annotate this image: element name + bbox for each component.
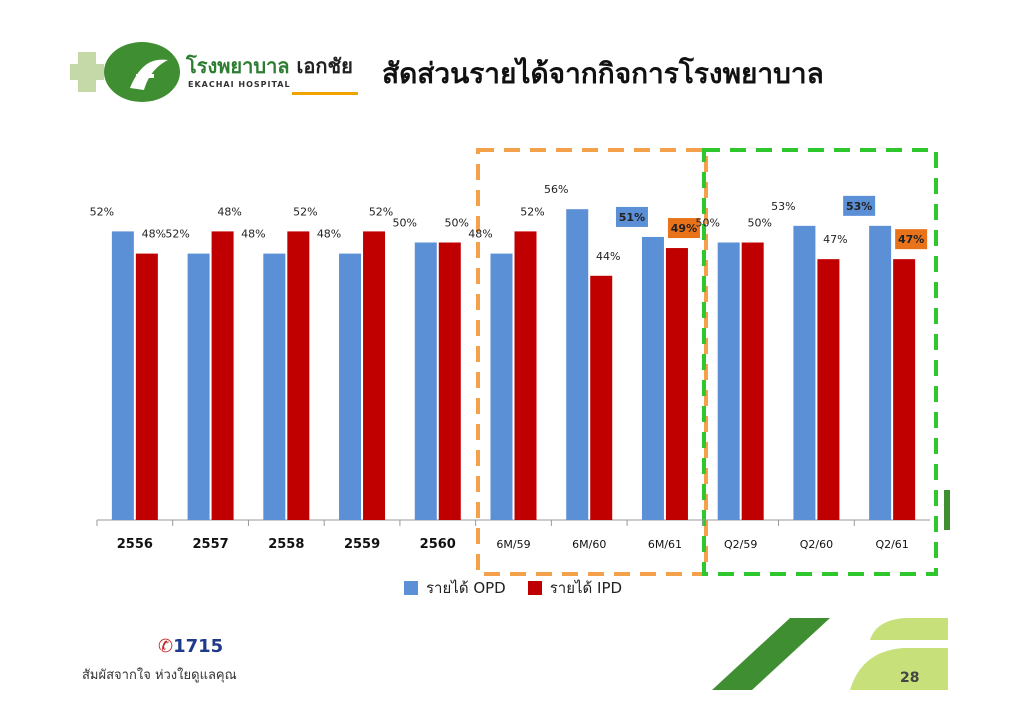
legend-label-opd: รายได้ OPD [426, 579, 506, 597]
bar-ipd [363, 231, 386, 520]
legend-swatch-opd [404, 581, 418, 595]
logo-english-text: EKACHAI HOSPITAL [188, 80, 291, 89]
x-tick-label: 6M/61 [648, 538, 682, 551]
data-label: 48% [241, 228, 265, 241]
bar-opd [641, 236, 664, 520]
bar-ipd [438, 242, 461, 520]
bar-ipd [211, 231, 234, 520]
bar-ipd [893, 259, 916, 520]
logo-mark-icon [70, 42, 180, 102]
data-label: 50% [445, 217, 469, 230]
x-tick-label: 2556 [117, 537, 153, 552]
data-label: 49% [671, 222, 697, 235]
bar-ipd [287, 231, 310, 520]
bar-opd [566, 209, 589, 520]
bar-opd [414, 242, 437, 520]
bar-opd [339, 253, 362, 520]
x-tick-label: Q2/61 [875, 538, 908, 551]
legend-item-ipd: รายได้ IPD [527, 576, 623, 600]
bar-opd [187, 253, 210, 520]
data-labels: 52%48% 52%48%48%52%48%52%50% 50%48%52%56%4… [90, 183, 928, 263]
logo-underline [292, 92, 358, 95]
highlight-boxes [476, 148, 938, 576]
bar-ipd [665, 248, 688, 521]
bar-opd [869, 225, 892, 520]
data-label: 48% [142, 228, 166, 241]
bar-opd [111, 231, 134, 520]
data-label: 56% [544, 183, 568, 196]
decor-lime-shape [850, 648, 948, 690]
bar-opd [490, 253, 513, 520]
hotline-brand: ✆1715 [158, 636, 224, 657]
chart-legend: รายได้ OPD รายได้ IPD [404, 576, 622, 600]
decor-green-shape [712, 618, 830, 690]
data-label: 50% [695, 217, 719, 230]
x-tick-label: 2558 [268, 537, 304, 552]
legend-swatch-ipd [527, 581, 542, 595]
bar-opd [793, 225, 816, 520]
x-tick-label: 2559 [344, 537, 380, 552]
data-label-highlight-bg [895, 229, 928, 250]
data-label: 52% [90, 205, 114, 218]
data-label: 48% [317, 228, 341, 241]
data-label: 52% [369, 205, 393, 218]
x-tick-label: 2557 [192, 537, 228, 552]
x-tick-label: 2560 [420, 537, 456, 552]
orange-highlight-box [476, 148, 708, 576]
tick-labels: 2556 2557 2558 2559 2560 6M/59 6M/60 6M/61 Q2/59… [96, 520, 909, 552]
hospital-logo: โรงพยาบาล เอกชัย EKACHAI HOSPITAL [70, 36, 370, 106]
x-tick-label: Q2/60 [800, 538, 833, 551]
data-label-highlight-bg [615, 206, 648, 227]
x-tick-label: 6M/59 [496, 538, 530, 551]
page-title: สัดส่วนรายได้จากกิจการโรงพยาบาล [382, 57, 824, 90]
green-highlight-box [702, 148, 938, 576]
bar-ipd [741, 242, 764, 520]
data-label: 44% [596, 250, 620, 263]
decor-lime-strip [870, 618, 948, 640]
x-tick-label: Q2/59 [724, 538, 757, 551]
data-label: 47% [898, 233, 924, 246]
data-label: 52% [165, 228, 189, 241]
bar-ipd [514, 231, 537, 520]
hotline-number: 1715 [173, 636, 224, 657]
data-label: 50% [393, 217, 417, 230]
data-label: 53% [846, 200, 872, 213]
data-label: 52% [293, 205, 317, 218]
decor-green-bar [944, 490, 950, 530]
data-label: 47% [823, 233, 847, 246]
data-label: 48% [217, 205, 241, 218]
data-label-highlight-bg [843, 195, 876, 216]
x-tick-label: 6M/60 [572, 538, 606, 551]
logo-thai-text: โรงพยาบาล เอกชัย [186, 54, 353, 78]
footer-tagline: สัมผัสจากใจ ห่วงใยดูแลคุณ [82, 668, 237, 683]
data-label: 50% [747, 217, 771, 230]
data-label-highlight-bg [667, 218, 700, 239]
page-number: 28 [900, 670, 920, 686]
bar-opd [263, 253, 286, 520]
data-label: 53% [771, 200, 795, 213]
bar-opd [717, 242, 740, 520]
legend-label-ipd: รายได้ IPD [549, 579, 623, 597]
bars [111, 209, 916, 521]
data-label: 51% [619, 211, 645, 224]
data-label: 48% [468, 228, 492, 241]
bar-ipd [135, 253, 158, 520]
legend-item-opd: รายได้ OPD [404, 576, 506, 600]
bar-ipd [590, 275, 613, 520]
bar-ipd [817, 259, 840, 520]
decorative-shapes [712, 490, 950, 690]
data-label: 52% [520, 205, 544, 218]
